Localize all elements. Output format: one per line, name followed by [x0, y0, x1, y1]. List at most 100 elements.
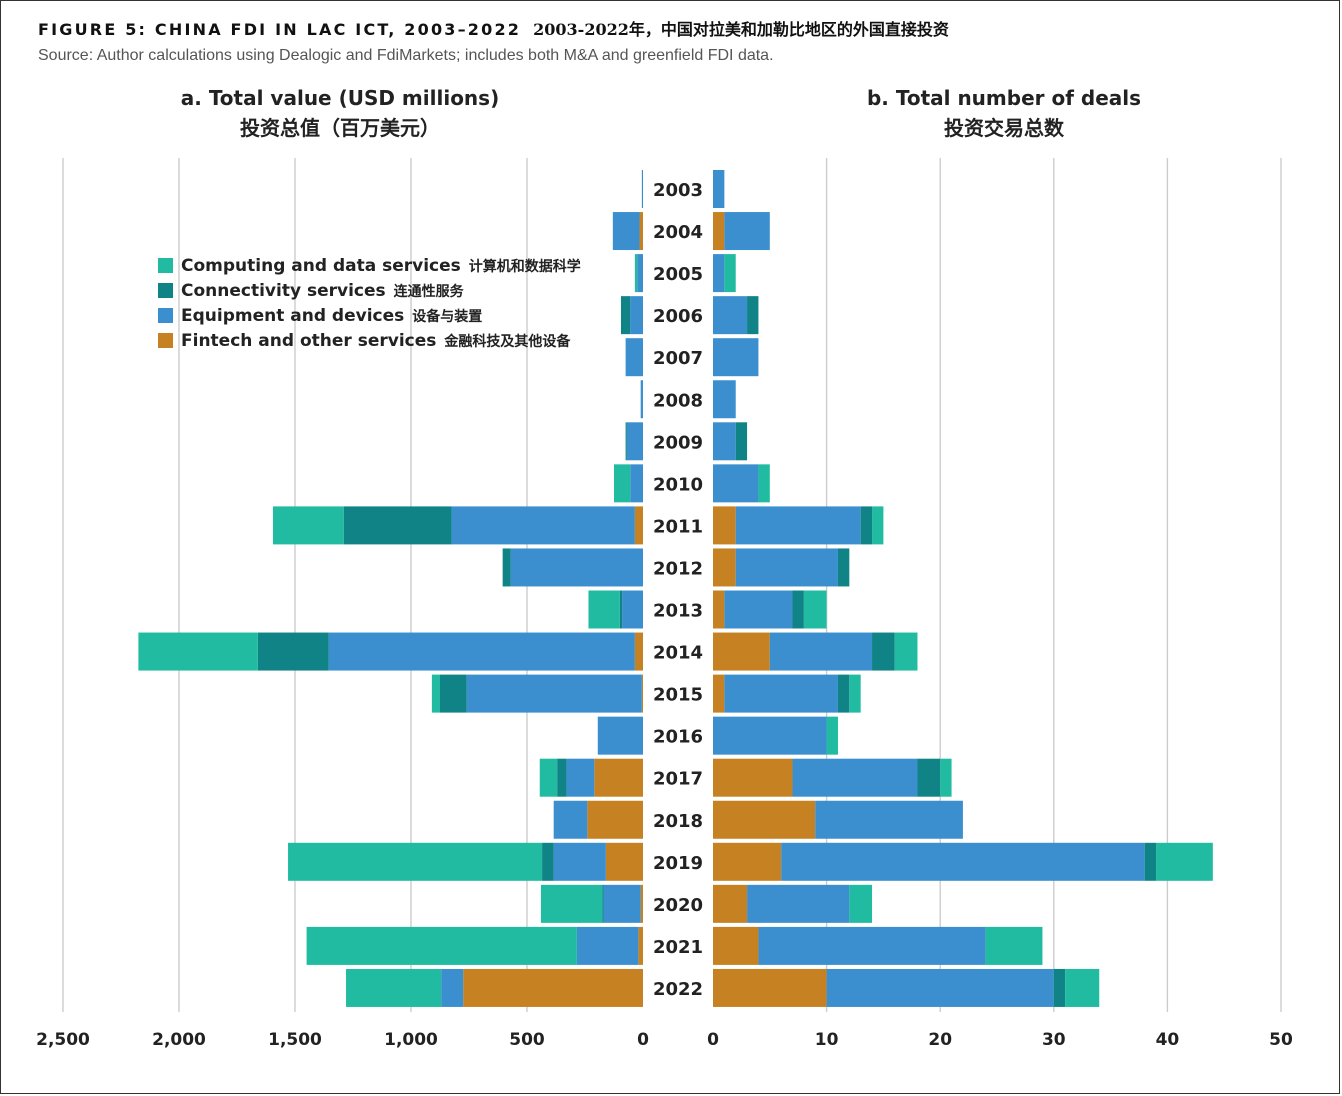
bar-b-2015-connectivity-services	[837, 674, 850, 713]
panel-a-title-en: a. Total value (USD millions)	[180, 86, 500, 110]
figure-title: FIGURE 5: CHINA FDI IN LAC ICT, 2003–202…	[38, 16, 949, 40]
bar-b-2022-equipment-and-devices	[826, 968, 1054, 1007]
bar-a-2021-equipment-and-devices	[576, 926, 639, 965]
bar-b-2020-computing-and-data-services	[849, 884, 873, 923]
bar-b-2011-connectivity-services	[860, 506, 873, 545]
bar-b-2014-computing-and-data-services	[894, 632, 918, 671]
bar-a-2006-connectivity-services	[620, 296, 631, 335]
bar-a-2014-equipment-and-devices	[328, 632, 635, 671]
bar-a-2019-connectivity-services	[542, 842, 554, 881]
bar-b-2012-connectivity-services	[837, 548, 850, 587]
bar-a-2011-connectivity-services	[343, 506, 452, 545]
year-label-2016: 2016	[653, 727, 703, 748]
legend-label-connectivity: Connectivity services	[181, 280, 386, 301]
bar-a-2011-equipment-and-devices	[451, 506, 635, 545]
bar-a-2018-fintech-and-other-services	[587, 800, 643, 839]
legend-label-fintech-zh: 金融科技及其他设备	[444, 333, 571, 350]
bar-b-2021-computing-and-data-services	[985, 926, 1043, 965]
bar-b-2011-computing-and-data-services	[872, 506, 884, 545]
bar-a-2021-computing-and-data-services	[306, 926, 577, 965]
bar-a-2003-equipment-and-devices	[641, 170, 643, 208]
bar-b-2015-equipment-and-devices	[724, 674, 838, 713]
year-label-2019: 2019	[653, 853, 703, 874]
bar-b-2019-fintech-and-other-services	[713, 842, 782, 881]
bar-b-2014-equipment-and-devices	[769, 632, 873, 671]
legend-item-equipment: Equipment and devices 设备与装置	[158, 303, 581, 328]
x-tick-label-a-0: 0	[637, 1030, 649, 1050]
bar-a-2009-equipment-and-devices	[626, 422, 643, 461]
bar-a-2020-computing-and-data-services	[540, 884, 603, 923]
bar-a-2011-computing-and-data-services	[272, 506, 344, 545]
bar-a-2014-fintech-and-other-services	[634, 632, 643, 671]
legend-swatch-connectivity	[158, 283, 173, 298]
bar-a-2015-computing-and-data-services	[431, 674, 440, 713]
bar-a-2022-equipment-and-devices	[441, 968, 464, 1007]
bar-b-2017-connectivity-services	[917, 758, 941, 797]
bar-a-2016-equipment-and-devices	[597, 716, 643, 755]
bar-a-2022-computing-and-data-services	[346, 968, 442, 1007]
bar-b-2005-computing-and-data-services	[724, 254, 736, 293]
bar-a-2021-fintech-and-other-services	[638, 926, 643, 965]
bar-a-2005-equipment-and-devices	[637, 254, 643, 293]
legend-label-fintech: Fintech and other services	[181, 330, 437, 351]
bar-b-2019-equipment-and-devices	[781, 842, 1145, 881]
bar-b-2020-equipment-and-devices	[747, 884, 850, 923]
bar-a-2019-computing-and-data-services	[288, 842, 543, 881]
bar-b-2016-computing-and-data-services	[826, 716, 838, 755]
bar-b-2006-equipment-and-devices	[713, 296, 748, 335]
year-label-2010: 2010	[653, 474, 703, 495]
bar-b-2008-equipment-and-devices	[713, 380, 736, 419]
year-label-2003: 2003	[653, 180, 703, 201]
bar-b-2021-equipment-and-devices	[758, 926, 986, 965]
bar-b-2022-connectivity-services	[1053, 968, 1066, 1007]
x-tick-label-b-20: 20	[928, 1030, 952, 1050]
legend-label-equipment: Equipment and devices	[181, 305, 405, 326]
year-label-2017: 2017	[653, 769, 703, 790]
bar-b-2013-equipment-and-devices	[724, 590, 793, 629]
bar-a-2017-fintech-and-other-services	[594, 758, 643, 797]
year-label-2011: 2011	[653, 516, 703, 537]
bar-a-2020-equipment-and-devices	[603, 884, 641, 923]
bar-a-2012-equipment-and-devices	[510, 548, 643, 587]
year-label-2004: 2004	[653, 222, 703, 243]
legend-label-connectivity-zh: 连通性服务	[393, 283, 464, 300]
bar-a-2010-equipment-and-devices	[630, 464, 643, 503]
bar-a-2017-connectivity-services	[557, 758, 567, 797]
bar-b-2012-equipment-and-devices	[735, 548, 838, 587]
x-tick-label-a-1500: 1,500	[268, 1030, 322, 1050]
bar-b-2015-computing-and-data-services	[849, 674, 861, 713]
x-tick-label-b-30: 30	[1042, 1030, 1066, 1050]
x-tick-label-b-10: 10	[815, 1030, 839, 1050]
legend: Computing and data services 计算机和数据科学 Con…	[158, 253, 581, 353]
bar-a-2008-equipment-and-devices	[640, 380, 643, 419]
x-tick-label-b-50: 50	[1269, 1030, 1293, 1050]
bar-a-2009-connectivity-services	[625, 422, 627, 461]
bar-b-2013-connectivity-services	[792, 590, 804, 629]
bar-a-2017-equipment-and-devices	[566, 758, 595, 797]
bar-b-2015-fintech-and-other-services	[713, 674, 725, 713]
bar-b-2012-fintech-and-other-services	[713, 548, 736, 587]
bar-b-2011-equipment-and-devices	[735, 506, 861, 545]
year-label-2021: 2021	[653, 937, 703, 958]
bar-b-2006-connectivity-services	[747, 296, 759, 335]
bar-b-2022-fintech-and-other-services	[713, 968, 827, 1007]
legend-item-computing: Computing and data services 计算机和数据科学	[158, 253, 581, 278]
legend-item-fintech: Fintech and other services 金融科技及其他设备	[158, 328, 581, 353]
x-tick-label-b-0: 0	[707, 1030, 719, 1050]
bar-a-2013-connectivity-services	[619, 590, 623, 629]
bar-b-2003-equipment-and-devices	[713, 170, 725, 208]
legend-swatch-equipment	[158, 308, 173, 323]
bar-a-2010-computing-and-data-services	[614, 464, 631, 503]
bar-a-2015-fintech-and-other-services	[641, 674, 643, 713]
year-label-2008: 2008	[653, 390, 703, 411]
bar-a-2012-connectivity-services	[502, 548, 511, 587]
bar-a-2015-equipment-and-devices	[466, 674, 642, 713]
bar-b-2020-fintech-and-other-services	[713, 884, 748, 923]
bar-b-2017-equipment-and-devices	[792, 758, 918, 797]
bar-b-2013-fintech-and-other-services	[713, 590, 725, 629]
bar-b-2019-connectivity-services	[1144, 842, 1157, 881]
bar-a-2011-fintech-and-other-services	[634, 506, 643, 545]
bar-b-2018-fintech-and-other-services	[713, 800, 816, 839]
